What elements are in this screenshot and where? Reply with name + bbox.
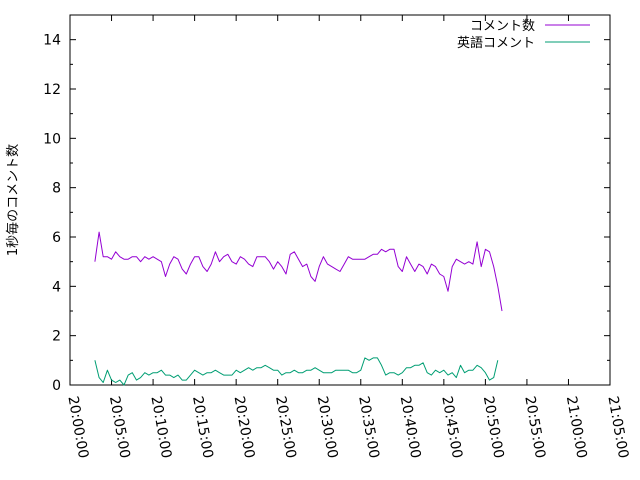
y-axis: 0 2 4 6 8 10 12 14 (43, 33, 610, 394)
legend-label-2: 英語コメント (457, 35, 535, 51)
series-line-2 (94, 357, 499, 386)
y-tick-label: 14 (43, 33, 61, 49)
y-tick-label: 6 (52, 230, 61, 246)
y-tick-label: 0 (52, 378, 61, 394)
y-axis-label: 1秒毎のコメント数 (5, 144, 21, 256)
plot-border (69, 14, 611, 386)
y-tick-label: 4 (52, 279, 61, 295)
y-tick-label: 12 (43, 82, 61, 98)
series-line-1 (94, 231, 503, 312)
plot-frame (69, 14, 611, 386)
series-layer (94, 231, 503, 386)
y-tick-label: 10 (43, 131, 61, 147)
y-tick-label: 2 (52, 329, 61, 345)
y-tick-label: 8 (52, 181, 61, 197)
legend-label-1: コメント数 (470, 19, 535, 34)
